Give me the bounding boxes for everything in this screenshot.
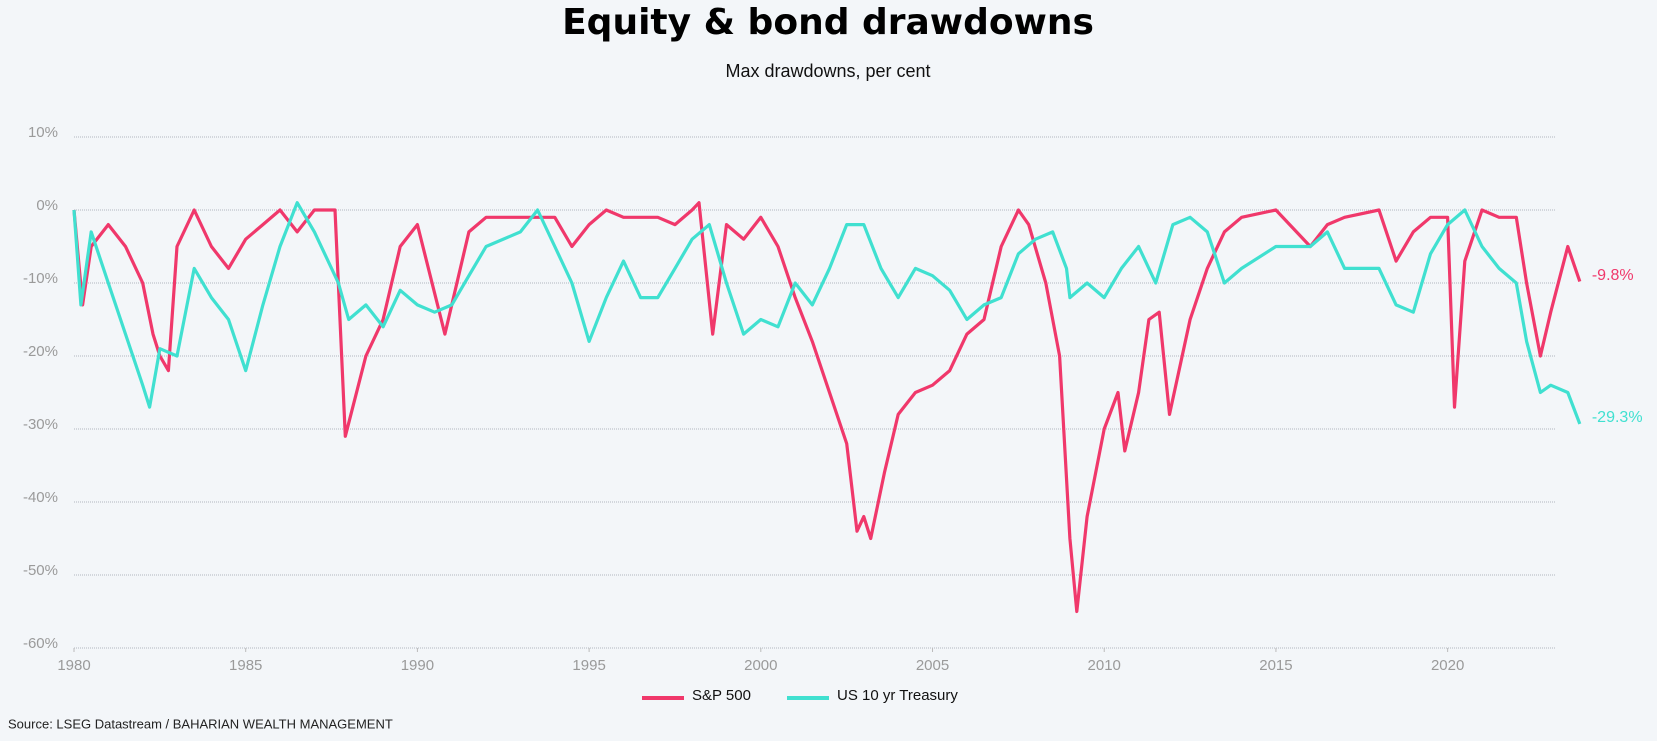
x-tick-label: 1980 (57, 657, 90, 674)
y-tick-label: -10% (23, 270, 58, 287)
y-tick-label: -40% (23, 489, 58, 506)
x-tick-label: 2020 (1431, 657, 1464, 674)
y-tick-label: -30% (23, 416, 58, 433)
x-tick-label: 2005 (916, 657, 949, 674)
y-tick-label: -20% (23, 343, 58, 360)
x-tick-label: 1990 (401, 657, 434, 674)
source-note: Source: LSEG Datastream / BAHARIAN WEALT… (8, 716, 393, 731)
x-tick-label: 2010 (1088, 657, 1121, 674)
x-tick-label: 1985 (229, 657, 262, 674)
end-label: -9.8% (1592, 267, 1634, 284)
y-tick-label: 10% (28, 124, 58, 141)
legend-label: S&P 500 (692, 687, 751, 704)
end-label: -29.3% (1592, 409, 1643, 426)
series-line (72, 201, 1582, 425)
chart-subtitle: Max drawdowns, per cent (725, 61, 930, 81)
x-tick-label: 1995 (572, 657, 605, 674)
y-tick-label: -60% (23, 635, 58, 652)
x-tick-label: 2015 (1259, 657, 1292, 674)
x-tick-label: 2000 (744, 657, 777, 674)
y-tick-label: 0% (36, 197, 58, 214)
chart-title: Equity & bond drawdowns (562, 2, 1094, 43)
y-tick-label: -50% (23, 562, 58, 579)
legend-label: US 10 yr Treasury (837, 687, 958, 704)
